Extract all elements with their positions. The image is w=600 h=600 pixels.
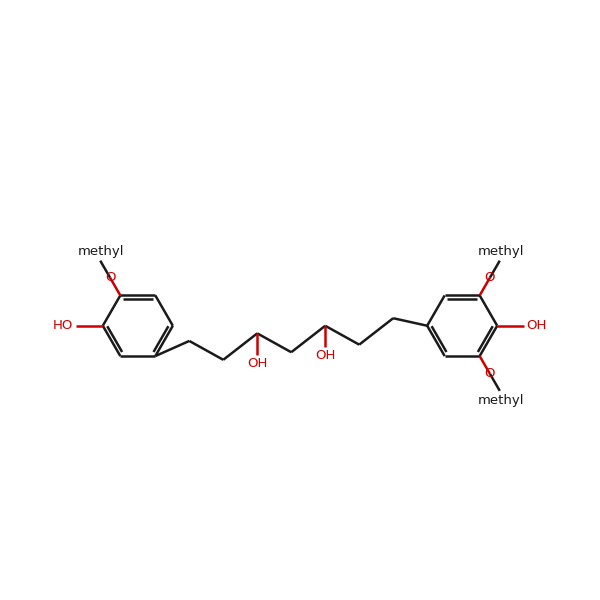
Text: O: O	[485, 271, 495, 284]
Text: O: O	[105, 271, 115, 284]
Text: OH: OH	[315, 349, 335, 362]
Text: methyl: methyl	[478, 245, 524, 258]
Text: methyl: methyl	[478, 394, 524, 407]
Text: HO: HO	[53, 319, 73, 332]
Text: methyl: methyl	[78, 245, 125, 258]
Text: OH: OH	[247, 357, 268, 370]
Text: O: O	[485, 367, 495, 380]
Text: OH: OH	[527, 319, 547, 332]
